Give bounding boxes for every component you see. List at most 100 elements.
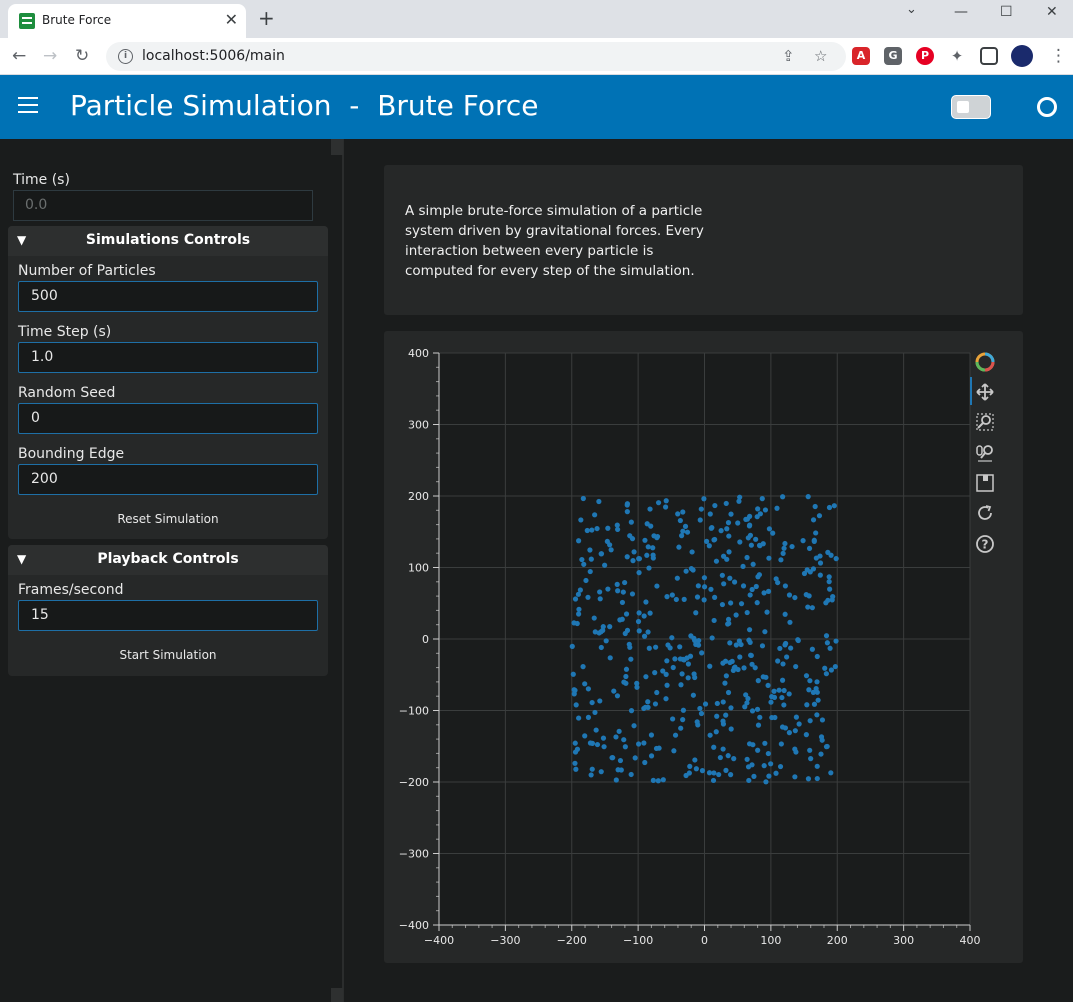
particle-point xyxy=(693,766,699,772)
particle-point xyxy=(589,699,595,706)
forward-icon[interactable]: → xyxy=(43,46,58,66)
time-step-input[interactable]: 1.0 xyxy=(18,342,318,373)
menu-dots-icon[interactable]: ⋮ xyxy=(1050,46,1067,66)
particle-point xyxy=(616,728,622,734)
playback-controls-header[interactable]: ▼ Playback Controls xyxy=(8,545,328,575)
particle-point xyxy=(609,755,615,761)
particle-point xyxy=(628,771,634,778)
num-particles-input[interactable]: 500 xyxy=(18,281,318,312)
particle-point xyxy=(707,511,713,517)
caret-down-icon[interactable]: ▼ xyxy=(17,552,27,566)
particle-point xyxy=(815,697,821,703)
pan-icon[interactable] xyxy=(975,382,995,402)
particle-point xyxy=(792,746,798,752)
particle-point xyxy=(731,756,737,762)
reset-simulation-button[interactable]: Reset Simulation xyxy=(117,512,219,526)
star-icon[interactable]: ☆ xyxy=(814,47,828,65)
info-icon[interactable]: i xyxy=(118,49,133,64)
particle-point xyxy=(736,498,742,504)
scatter-plot[interactable]: −400 −400 −300 −300 −200 −200 −100 −100 0 0 100 100… xyxy=(384,331,1023,963)
share-icon[interactable]: ⇪ xyxy=(782,47,795,65)
particle-point xyxy=(575,591,582,597)
back-icon[interactable]: ← xyxy=(12,46,27,66)
url-text[interactable]: localhost:5006/main xyxy=(142,48,285,64)
particle-point xyxy=(786,592,793,598)
svg-text:?: ? xyxy=(982,538,989,552)
particle-point xyxy=(615,588,621,594)
particle-point xyxy=(782,540,788,547)
scrollbar-top[interactable] xyxy=(331,139,343,155)
particle-point xyxy=(765,750,771,757)
particle-point xyxy=(677,517,683,524)
random-seed-input[interactable]: 0 xyxy=(18,403,318,434)
particle-point xyxy=(746,637,752,643)
particle-point xyxy=(753,536,759,542)
particle-point xyxy=(629,536,636,542)
address-bar[interactable]: i localhost:5006/main ⇪ ☆ xyxy=(106,42,846,71)
particle-point xyxy=(626,641,632,647)
bounding-edge-input[interactable]: 200 xyxy=(18,464,318,495)
particle-point xyxy=(746,741,753,747)
save-icon[interactable] xyxy=(975,473,995,493)
hamburger-menu-icon[interactable] xyxy=(18,97,38,115)
particle-point xyxy=(793,663,799,670)
scrollbar-bottom[interactable] xyxy=(331,988,343,1002)
circle-icon[interactable] xyxy=(1037,97,1057,117)
particle-point xyxy=(807,718,813,724)
particle-point xyxy=(805,604,811,610)
particle-point xyxy=(617,757,624,764)
maximize-button[interactable]: ☐ xyxy=(1000,4,1013,20)
particle-point xyxy=(647,610,653,616)
theme-toggle[interactable] xyxy=(951,95,991,119)
browser-tab[interactable]: Brute Force ✕ xyxy=(8,4,246,38)
help-icon[interactable]: ? xyxy=(975,534,995,554)
particle-point xyxy=(600,627,606,633)
avatar[interactable] xyxy=(1011,45,1033,67)
particle-point xyxy=(621,737,627,743)
particle-point xyxy=(814,679,820,685)
particle-point xyxy=(782,725,789,731)
particle-point xyxy=(824,640,830,646)
particle-point xyxy=(747,592,753,598)
puzzle-extension-icon[interactable]: G xyxy=(884,47,902,65)
particle-point xyxy=(680,707,687,713)
particle-point xyxy=(629,591,636,597)
start-simulation-button[interactable]: Start Simulation xyxy=(119,648,217,662)
particle-point xyxy=(817,572,823,578)
particle-point xyxy=(667,645,673,651)
particle-point xyxy=(744,609,750,616)
minimize-button[interactable]: — xyxy=(954,4,968,20)
particle-point xyxy=(707,663,713,669)
particle-point xyxy=(744,700,750,706)
wheel-zoom-icon[interactable] xyxy=(975,442,995,462)
chevron-down-icon[interactable]: ⌄ xyxy=(906,2,917,17)
pdf-extension-icon[interactable]: A xyxy=(852,47,870,65)
close-tab-icon[interactable]: ✕ xyxy=(224,10,238,29)
bokeh-logo-icon[interactable] xyxy=(975,352,995,372)
reload-icon[interactable]: ↻ xyxy=(75,46,90,66)
simulation-controls-header[interactable]: ▼ Simulations Controls xyxy=(8,226,328,256)
pinterest-icon[interactable]: P xyxy=(916,47,934,65)
random-seed-label: Random Seed xyxy=(18,385,116,401)
particle-point xyxy=(726,533,732,539)
particle-point xyxy=(720,699,726,705)
window-close-button[interactable]: ✕ xyxy=(1046,4,1058,20)
particle-point xyxy=(671,748,677,754)
new-tab-button[interactable]: + xyxy=(258,6,275,30)
extensions-icon[interactable]: ✦ xyxy=(948,47,966,65)
particle-point xyxy=(748,542,754,548)
moon-icon[interactable] xyxy=(1003,97,1023,117)
reset-icon[interactable] xyxy=(975,503,995,523)
particle-point xyxy=(762,629,768,635)
particle-point xyxy=(709,525,715,531)
fps-input[interactable]: 15 xyxy=(18,600,318,631)
sidepanel-icon[interactable] xyxy=(980,47,998,65)
description-text: A simple brute-force simulation of a par… xyxy=(405,203,704,279)
particle-point xyxy=(647,506,653,512)
particle-point xyxy=(644,552,650,558)
particle-point xyxy=(823,633,830,639)
box-zoom-icon[interactable] xyxy=(975,412,995,432)
particle-point xyxy=(582,681,588,687)
particle-point xyxy=(787,619,793,625)
caret-down-icon[interactable]: ▼ xyxy=(17,233,27,247)
